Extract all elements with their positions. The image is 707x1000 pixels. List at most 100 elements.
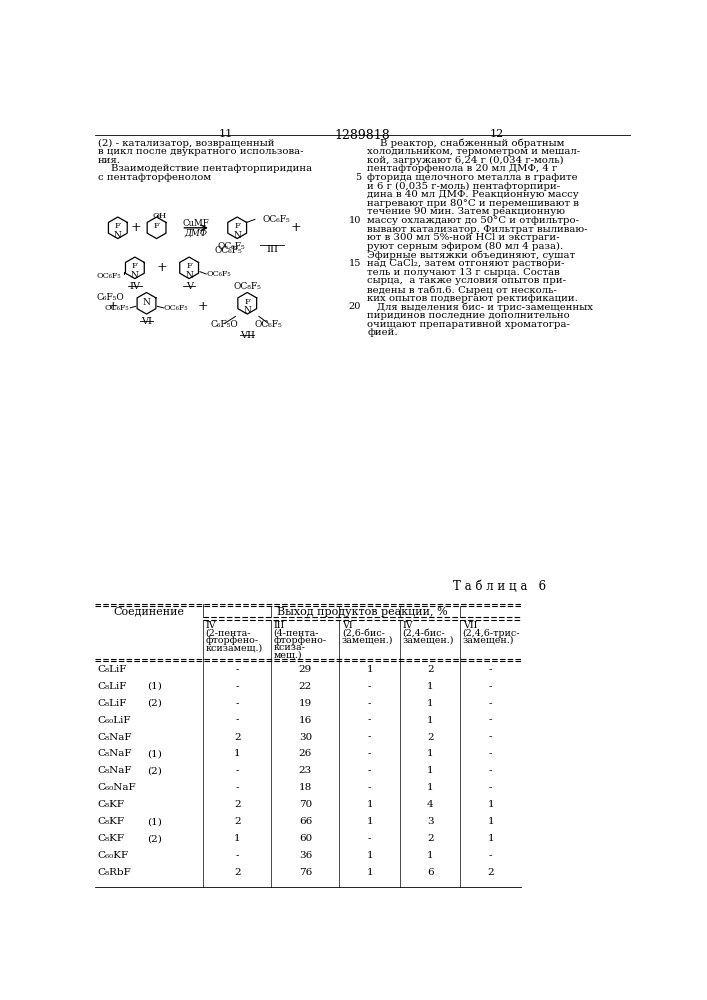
Text: N: N [233,231,241,240]
Text: VII: VII [240,331,255,340]
Text: +: + [157,261,168,274]
Text: ДМФ: ДМФ [185,229,208,238]
Text: (2): (2) [147,766,162,775]
Text: -: - [368,733,371,742]
Text: 1: 1 [427,682,433,691]
Text: C₈NaF: C₈NaF [98,733,132,742]
Text: III: III [274,621,285,630]
Text: 2: 2 [234,817,240,826]
Text: в цикл после двукратного использова-: в цикл после двукратного использова- [98,147,303,156]
Text: 1: 1 [487,834,494,843]
Text: (1): (1) [147,749,162,758]
Text: -: - [489,783,492,792]
Text: 70: 70 [299,800,312,809]
Text: -: - [235,682,239,691]
Text: F: F [245,298,250,306]
Text: -: - [235,851,239,860]
Text: -: - [368,783,371,792]
Text: -: - [489,699,492,708]
Text: 1289818: 1289818 [334,129,390,142]
Text: -: - [489,766,492,775]
Text: фторфено-: фторфено- [206,636,259,645]
Text: N: N [243,306,251,315]
Text: -: - [489,665,492,674]
Text: -: - [368,834,371,843]
Text: (2,6-бис-: (2,6-бис- [341,629,385,638]
Text: OC₆F₅: OC₆F₅ [218,242,245,251]
Text: VI: VI [141,317,152,326]
Text: C₈LiF: C₈LiF [98,699,127,708]
Text: 10: 10 [349,216,361,225]
Text: 1: 1 [234,749,240,758]
Text: +: + [198,300,209,313]
Text: В реактор, снабженный обратным: В реактор, снабженный обратным [368,138,565,148]
Text: 66: 66 [299,817,312,826]
Text: 1: 1 [366,817,373,826]
Text: C₆F₅O: C₆F₅O [210,320,238,329]
Text: ведены в табл.6. Сырец от несколь-: ведены в табл.6. Сырец от несколь- [368,285,557,295]
Text: 29: 29 [299,665,312,674]
Text: 2: 2 [234,868,240,877]
Text: 16: 16 [299,716,312,725]
Text: ких опытов подвергают ректификации.: ких опытов подвергают ректификации. [368,294,578,303]
Text: 15: 15 [349,259,361,268]
Text: 1: 1 [427,851,433,860]
Text: VII: VII [462,621,477,630]
Text: (2-пента-: (2-пента- [206,629,251,638]
Text: 22: 22 [299,682,312,691]
Text: (1): (1) [147,682,162,691]
Text: -: - [368,749,371,758]
Text: (4-пента-: (4-пента- [274,629,319,638]
Text: очищают препаративной хроматогра-: очищают препаративной хроматогра- [368,320,571,329]
Text: C₆F₅O: C₆F₅O [96,293,124,302]
Text: (2): (2) [147,834,162,843]
Text: холодильником, термометром и мешал-: холодильником, термометром и мешал- [368,147,580,156]
Text: массу охлаждают до 50°С и отфильтро-: массу охлаждают до 50°С и отфильтро- [368,216,579,225]
Text: (1): (1) [147,817,162,826]
Text: 2: 2 [427,834,433,843]
Text: 11: 11 [218,129,233,139]
Text: пиридинов последние дополнительно: пиридинов последние дополнительно [368,311,570,320]
Text: -: - [235,783,239,792]
Text: 1: 1 [487,817,494,826]
Text: тель и получают 13 г сырца. Состав: тель и получают 13 г сырца. Состав [368,268,560,277]
Text: +: + [108,300,119,313]
Text: фией.: фией. [368,328,398,337]
Text: N: N [185,271,193,280]
Text: 3: 3 [427,817,433,826]
Text: F: F [153,222,160,230]
Text: OC₆F₅: OC₆F₅ [214,246,242,255]
Text: -: - [489,716,492,725]
Text: 20: 20 [349,302,361,311]
Text: 2: 2 [234,733,240,742]
Text: (2,4,6-трис-: (2,4,6-трис- [462,629,520,638]
Text: 1: 1 [366,665,373,674]
Text: замещен.): замещен.) [402,636,454,645]
Text: 76: 76 [299,868,312,877]
Text: III: III [267,245,279,254]
Text: (2): (2) [147,699,162,708]
Text: C₈LiF: C₈LiF [98,682,127,691]
Text: OC₆F₅: OC₆F₅ [263,215,291,224]
Text: 2: 2 [427,665,433,674]
Text: 18: 18 [299,783,312,792]
Text: 4: 4 [427,800,433,809]
Text: -: - [368,766,371,775]
Text: C₈NaF: C₈NaF [98,749,132,758]
Text: C₆₀KF: C₆₀KF [98,851,129,860]
Text: 19: 19 [299,699,312,708]
Text: F: F [186,262,192,270]
Text: сырца,  а также условия опытов при-: сырца, а также условия опытов при- [368,276,566,285]
Text: -: - [489,851,492,860]
Text: фторида щелочного металла в графите: фторида щелочного металла в графите [368,173,578,182]
Text: 26: 26 [299,749,312,758]
Text: C₆₀LiF: C₆₀LiF [98,716,132,725]
Text: OC₈F₅: OC₈F₅ [233,282,261,291]
Text: фторфено-: фторфено- [274,636,327,645]
Text: 2: 2 [487,868,494,877]
Text: 1: 1 [427,749,433,758]
Text: 1: 1 [427,699,433,708]
Text: 36: 36 [299,851,312,860]
Text: 6: 6 [427,868,433,877]
Text: VI: VI [341,621,352,630]
